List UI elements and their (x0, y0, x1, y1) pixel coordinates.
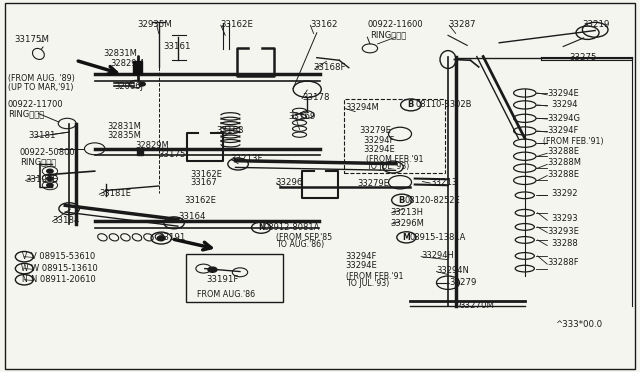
Text: 32835M: 32835M (108, 131, 141, 140)
Text: 33191F: 33191F (206, 275, 239, 284)
Text: 33294E: 33294E (363, 145, 395, 154)
Text: 33164: 33164 (178, 212, 205, 221)
Text: 33161: 33161 (163, 42, 191, 51)
Text: 33169: 33169 (288, 112, 316, 121)
Text: 33288E: 33288E (547, 170, 579, 179)
Text: 33162E: 33162E (191, 170, 223, 179)
Text: 33162E: 33162E (221, 20, 254, 29)
Text: 33294F: 33294F (547, 126, 579, 135)
Text: RINGリング: RINGリング (370, 31, 406, 40)
Bar (137, 148, 143, 155)
Text: 33294G: 33294G (547, 114, 580, 123)
Text: 33181E: 33181E (99, 189, 131, 198)
Text: 00922-11700: 00922-11700 (8, 100, 63, 109)
Text: 32829M: 32829M (110, 59, 144, 68)
Text: M: M (403, 233, 410, 242)
Circle shape (47, 183, 53, 187)
Text: 33162: 33162 (310, 20, 338, 29)
Text: 33275: 33275 (570, 53, 597, 62)
Text: 33213F: 33213F (230, 154, 263, 163)
Text: 33178: 33178 (302, 93, 330, 102)
Text: 33293: 33293 (552, 214, 579, 223)
Text: FROM AUG.'86: FROM AUG.'86 (197, 290, 255, 299)
Text: 33167: 33167 (191, 178, 218, 187)
Text: 33288F: 33288F (547, 258, 579, 267)
Text: B: B (408, 100, 414, 109)
Text: 33294E: 33294E (547, 89, 579, 98)
Text: (UP TO MAR,'91): (UP TO MAR,'91) (8, 83, 73, 92)
Text: RINGリング: RINGリング (8, 110, 44, 119)
Text: 33288: 33288 (552, 239, 579, 248)
Text: 33219: 33219 (582, 20, 610, 29)
Text: (FROM FEB.'91: (FROM FEB.'91 (346, 272, 403, 280)
Text: 00922-11600: 00922-11600 (367, 20, 423, 29)
Circle shape (47, 169, 53, 173)
Text: (FROM AUG. '89): (FROM AUG. '89) (8, 74, 74, 83)
Text: 33191E: 33191E (26, 175, 58, 184)
Text: 08912-8081A: 08912-8081A (264, 223, 320, 232)
Circle shape (157, 236, 165, 240)
Text: 33296: 33296 (275, 178, 303, 187)
Text: ^333*00.0: ^333*00.0 (556, 320, 603, 329)
Text: V: V (22, 252, 27, 261)
Text: TO AUG.'86): TO AUG.'86) (276, 240, 324, 249)
Bar (133, 61, 142, 74)
Text: 33294E: 33294E (346, 262, 378, 270)
Text: 33288M: 33288M (547, 158, 581, 167)
Text: 33168: 33168 (216, 126, 244, 135)
Text: TO JUL.'93): TO JUL.'93) (346, 279, 389, 288)
Text: 33288E: 33288E (547, 147, 579, 156)
Text: 33213: 33213 (430, 178, 458, 187)
Text: W 08915-13610: W 08915-13610 (31, 264, 97, 273)
Text: 32831M: 32831M (104, 49, 138, 58)
Text: W: W (20, 264, 28, 273)
Text: B: B (399, 196, 405, 205)
Text: 33294F: 33294F (346, 252, 377, 261)
Text: 33191: 33191 (159, 233, 186, 242)
Text: 33279: 33279 (449, 278, 477, 287)
Text: N 08911-20610: N 08911-20610 (31, 275, 95, 284)
Text: 33294: 33294 (552, 100, 578, 109)
Text: 33184: 33184 (52, 216, 80, 225)
Text: 32935M: 32935M (138, 20, 172, 29)
Text: 33292: 33292 (552, 189, 578, 198)
Text: 00922-50800: 00922-50800 (19, 148, 75, 157)
Text: 33296M: 33296M (390, 219, 424, 228)
Text: 33181: 33181 (29, 131, 56, 140)
Text: 33294M: 33294M (346, 103, 380, 112)
Text: (FROM FEB.'91): (FROM FEB.'91) (543, 137, 604, 146)
Text: 33294F: 33294F (363, 136, 394, 145)
Text: N: N (258, 223, 264, 232)
Text: 33175: 33175 (159, 150, 186, 159)
Circle shape (139, 82, 145, 86)
Text: 32829M: 32829M (136, 141, 170, 150)
Text: 33287: 33287 (448, 20, 476, 29)
Circle shape (208, 267, 217, 272)
Text: RINGリング: RINGリング (20, 157, 57, 166)
Text: N: N (22, 275, 27, 284)
Text: 32006J: 32006J (114, 82, 143, 91)
Text: 32831M: 32831M (108, 122, 141, 131)
Text: 33279E: 33279E (357, 179, 389, 187)
Text: 33168F: 33168F (314, 63, 346, 72)
Text: 08110-8302B: 08110-8302B (416, 100, 472, 109)
Circle shape (47, 177, 53, 180)
Text: 08915-1381A: 08915-1381A (410, 233, 466, 242)
Text: 33279E: 33279E (360, 126, 392, 135)
Text: TO JUL.'93): TO JUL.'93) (366, 162, 410, 171)
Text: 33293E: 33293E (547, 227, 579, 236)
Text: 08120-8252E: 08120-8252E (404, 196, 460, 205)
Text: (FROM SEP.'85: (FROM SEP.'85 (276, 233, 333, 242)
Text: V 08915-53610: V 08915-53610 (31, 252, 95, 261)
Text: 33294H: 33294H (421, 251, 454, 260)
Text: 33175M: 33175M (14, 35, 49, 44)
Text: 33213H: 33213H (390, 208, 424, 217)
Text: 33162E: 33162E (184, 196, 216, 205)
Text: 33294N: 33294N (436, 266, 469, 275)
Text: 33270M: 33270M (460, 301, 495, 310)
Text: (FROM FEB.'91: (FROM FEB.'91 (366, 155, 424, 164)
